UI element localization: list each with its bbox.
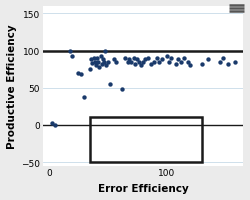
Point <box>135 59 139 62</box>
Point <box>92 57 96 60</box>
Point <box>103 50 107 53</box>
Point <box>82 96 86 99</box>
Point <box>127 59 131 62</box>
Point <box>226 63 230 66</box>
X-axis label: Error Efficiency: Error Efficiency <box>98 183 188 193</box>
Point <box>104 64 108 68</box>
Point <box>221 57 225 60</box>
Point <box>89 59 93 62</box>
Point <box>70 56 74 59</box>
Point <box>182 57 186 60</box>
Point <box>155 57 159 60</box>
Point <box>138 61 141 64</box>
Point <box>176 59 180 62</box>
Point <box>120 88 124 91</box>
Point <box>95 57 99 60</box>
Point <box>188 64 192 68</box>
Point <box>169 57 173 60</box>
Point <box>143 59 147 62</box>
Bar <box>90 118 202 162</box>
Point <box>233 61 237 64</box>
Point <box>160 59 164 62</box>
Point <box>76 72 80 75</box>
Point <box>50 122 54 125</box>
Point <box>164 56 168 59</box>
Point <box>138 64 142 68</box>
Point <box>149 63 153 66</box>
Point <box>68 50 72 53</box>
Point <box>129 61 133 64</box>
Point <box>186 61 190 64</box>
Point <box>218 61 222 64</box>
Point <box>106 61 110 64</box>
Point <box>98 66 102 69</box>
Point <box>88 68 92 71</box>
Point <box>152 61 156 64</box>
Point <box>141 61 145 64</box>
Point <box>98 56 102 59</box>
Point <box>94 64 98 68</box>
Point <box>101 59 105 62</box>
Point <box>206 59 210 62</box>
Point <box>146 57 150 60</box>
Point <box>167 61 171 64</box>
Y-axis label: Productive Efficiency: Productive Efficiency <box>7 24 17 148</box>
Point <box>100 63 104 66</box>
Point <box>126 61 130 64</box>
Point <box>200 63 204 66</box>
Point <box>112 59 116 62</box>
Point <box>90 62 94 65</box>
Point <box>132 57 136 60</box>
Point <box>78 73 82 77</box>
Point <box>179 61 183 64</box>
Point <box>53 124 57 127</box>
Point <box>123 57 127 60</box>
Point <box>102 61 106 64</box>
Point <box>158 61 162 64</box>
Point <box>133 63 137 66</box>
Point <box>114 61 118 64</box>
Point <box>174 63 178 66</box>
Point <box>108 83 112 86</box>
Point <box>93 61 97 64</box>
Point <box>96 61 100 64</box>
